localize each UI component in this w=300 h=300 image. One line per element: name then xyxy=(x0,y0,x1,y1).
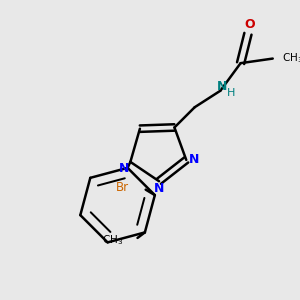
Text: N: N xyxy=(217,80,227,93)
Text: Br: Br xyxy=(116,181,129,194)
Text: O: O xyxy=(244,18,255,31)
Text: CH$_3$: CH$_3$ xyxy=(102,233,123,247)
Text: H: H xyxy=(227,88,236,98)
Text: N: N xyxy=(154,182,164,195)
Text: N: N xyxy=(189,153,200,167)
Text: N: N xyxy=(119,162,129,175)
Text: CH$_3$: CH$_3$ xyxy=(282,52,300,65)
